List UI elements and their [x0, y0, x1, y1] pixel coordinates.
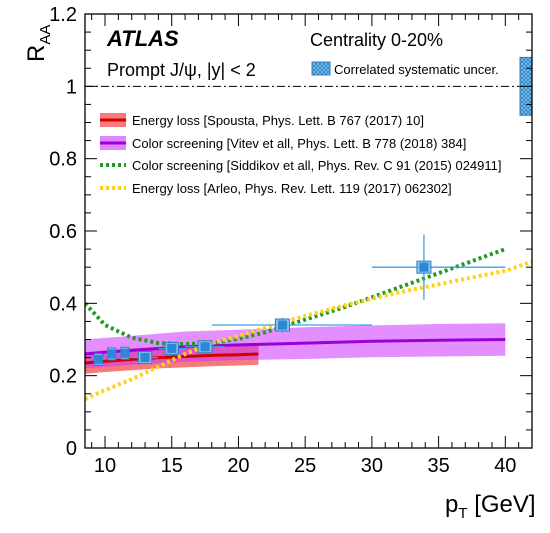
x-axis-label: pT [GeV]	[445, 491, 536, 522]
x-tick-label: 40	[494, 455, 516, 477]
legend-entry-label: Color screening [Siddikov et all, Phys. …	[132, 158, 502, 173]
legend: ATLAS Centrality 0-20% Prompt J/ψ, |y| < 2…	[100, 26, 502, 196]
data-points	[91, 234, 506, 366]
x-axis-label-main: p	[445, 491, 458, 518]
x-tick-label: 25	[294, 455, 316, 477]
x-tick-label: 15	[161, 455, 183, 477]
curve-siddikov	[85, 247, 506, 347]
x-tick-label: 35	[427, 455, 449, 477]
axis-ticks: 10 15 20 25 30 35 40 0 0.2 0.4 0.6 0.8 1 1.2	[49, 4, 533, 477]
legend-entry-label: Energy loss [Arleo, Phys. Rev. Lett. 119…	[132, 181, 452, 196]
marker	[120, 348, 130, 358]
selection-label: Prompt J/ψ, |y| < 2	[107, 60, 256, 80]
data-point	[371, 234, 506, 300]
marker	[277, 320, 287, 330]
data-point	[91, 352, 106, 366]
centrality-label: Centrality 0-20%	[310, 30, 443, 50]
central-line-vitev	[85, 338, 506, 356]
data-point	[185, 340, 226, 354]
marker	[419, 262, 429, 272]
experiment-label: ATLAS	[106, 26, 179, 51]
y-tick-label: 0.6	[49, 221, 77, 243]
correlated-syst-legend-swatch	[311, 61, 331, 76]
curve-arleo	[85, 259, 532, 401]
data-point	[118, 346, 132, 360]
marker	[167, 344, 177, 354]
y-tick-label: 0	[66, 438, 77, 460]
legend-entry-label: Energy loss [Spousta, Phys. Lett. B 767 …	[132, 113, 424, 128]
y-tick-label: 0.2	[49, 366, 77, 388]
x-axis-label-unit: [GeV]	[468, 491, 536, 518]
x-axis-label-sub: T	[458, 505, 467, 522]
y-tick-label: 0.8	[49, 149, 77, 171]
marker	[93, 354, 103, 364]
x-tick-label: 30	[361, 455, 383, 477]
y-axis-label: RAA	[23, 25, 54, 62]
marker	[140, 353, 150, 363]
y-tick-label: 1.2	[49, 4, 77, 26]
data-point	[211, 317, 372, 333]
y-axis-label-sub: AA	[37, 25, 54, 45]
y-tick-label: 1	[66, 76, 77, 98]
axis-labels: pT [GeV] RAA	[23, 25, 536, 522]
data-point	[158, 342, 186, 356]
data-point	[105, 347, 119, 361]
central-line-spousta	[85, 352, 259, 365]
data-point	[131, 351, 159, 365]
marker	[200, 342, 210, 352]
y-tick-label: 0.4	[49, 293, 77, 315]
legend-entry-label: Color screening [Vitev et all, Phys. Let…	[132, 136, 466, 151]
y-axis-label-main: R	[23, 45, 50, 62]
x-tick-label: 10	[94, 455, 116, 477]
correlated-syst-legend-label: Correlated systematic uncer.	[334, 62, 499, 77]
marker	[107, 349, 117, 359]
x-tick-label: 20	[227, 455, 249, 477]
model-curves	[85, 247, 532, 401]
